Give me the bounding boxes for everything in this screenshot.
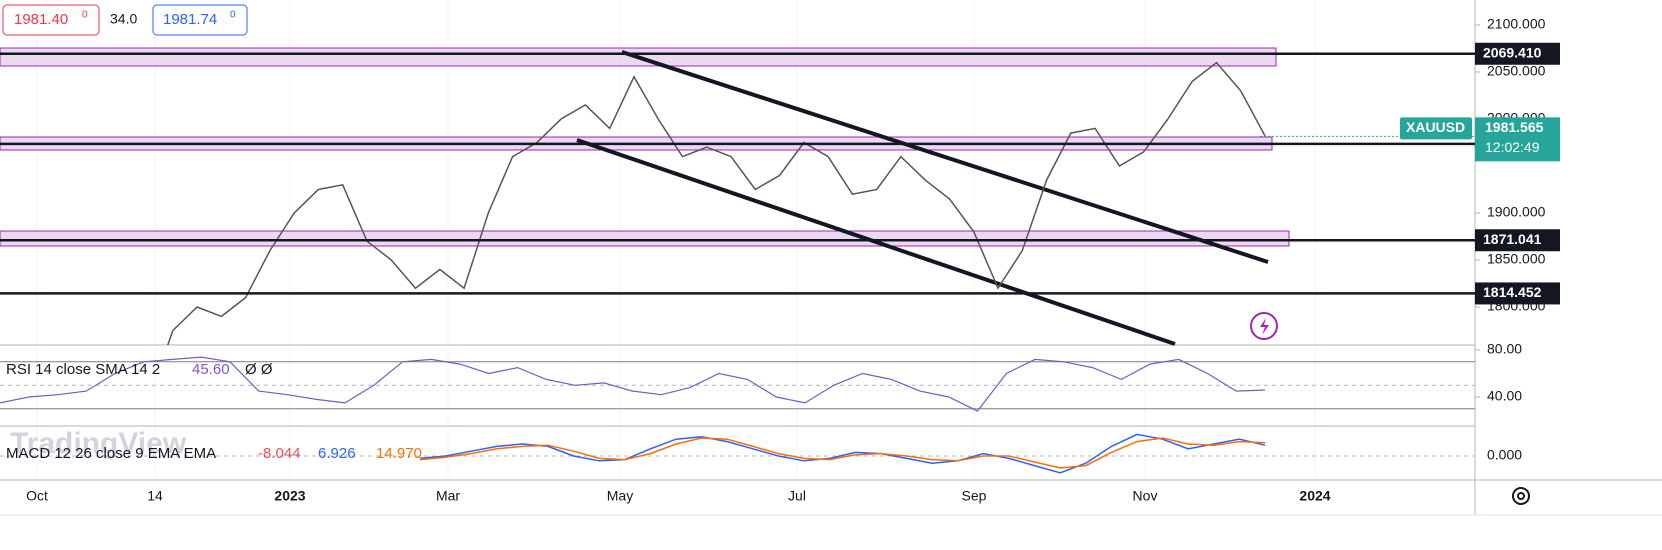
y-tick-label: 2050.000 (1487, 63, 1546, 79)
y-tick-label: 1850.000 (1487, 251, 1546, 267)
last-price: 1981.565 (1485, 119, 1544, 135)
macd-readout: 6.926 (318, 445, 356, 462)
rsi-title: RSI 14 close SMA 14 2 (6, 361, 160, 378)
macd-line (419, 437, 1266, 469)
x-tick-label: Mar (436, 488, 460, 504)
settings-icon[interactable] (1512, 487, 1530, 505)
level-box (1475, 229, 1560, 252)
spread: 34.0 (110, 11, 137, 27)
level-box (1475, 42, 1560, 65)
rsi-tail: Ø Ø (245, 361, 273, 378)
level-label: 2069.410 (1483, 44, 1542, 60)
ask-sup: 0 (230, 10, 236, 21)
level-label: 1814.452 (1483, 284, 1542, 300)
bid-sup: 0 (82, 10, 88, 21)
x-tick-label: Jul (788, 488, 806, 504)
watermark: TradingView (10, 427, 187, 460)
macd-readout: -8.044 (258, 445, 301, 462)
price-line (167, 61, 1266, 345)
ask[interactable]: 1981.74 (163, 11, 217, 28)
y-tick-label: 0.000 (1487, 447, 1522, 463)
x-tick-label: Nov (1133, 488, 1158, 504)
countdown: 12:02:49 (1485, 139, 1540, 155)
y-tick-label: 80.00 (1487, 341, 1522, 357)
replay-icon[interactable] (1250, 312, 1278, 340)
macd-title: MACD 12 26 close 9 EMA EMA (6, 445, 216, 462)
y-tick-label: 1900.000 (1487, 204, 1546, 220)
x-tick-label: May (607, 488, 633, 504)
x-tick-label: 14 (147, 488, 163, 504)
trend-channel (576, 50, 1269, 346)
macd-line (419, 433, 1266, 474)
rsi-readout: 45.60 (192, 361, 230, 378)
symbol-label: XAUUSD (1406, 119, 1465, 135)
toolbar: 1981.40 0 34.0 1981.74 0 (2, 4, 248, 36)
y-tick-label: 2100.000 (1487, 16, 1546, 32)
x-tick-label: Sep (962, 488, 987, 504)
zones (0, 47, 1290, 247)
x-tick-label: 2023 (274, 488, 305, 504)
bid[interactable]: 1981.40 (14, 11, 68, 28)
x-tick-label: 2024 (1299, 488, 1330, 504)
price-box (1475, 117, 1560, 162)
price-line (167, 61, 1266, 345)
symbol-box (1400, 117, 1472, 140)
y-tick-label: 40.00 (1487, 388, 1522, 404)
macd-readout: 14.970 (376, 445, 422, 462)
rsi-line (0, 356, 1266, 412)
level-box (1475, 282, 1560, 305)
x-tick-label: Oct (26, 488, 48, 504)
level-label: 1871.041 (1483, 231, 1542, 247)
